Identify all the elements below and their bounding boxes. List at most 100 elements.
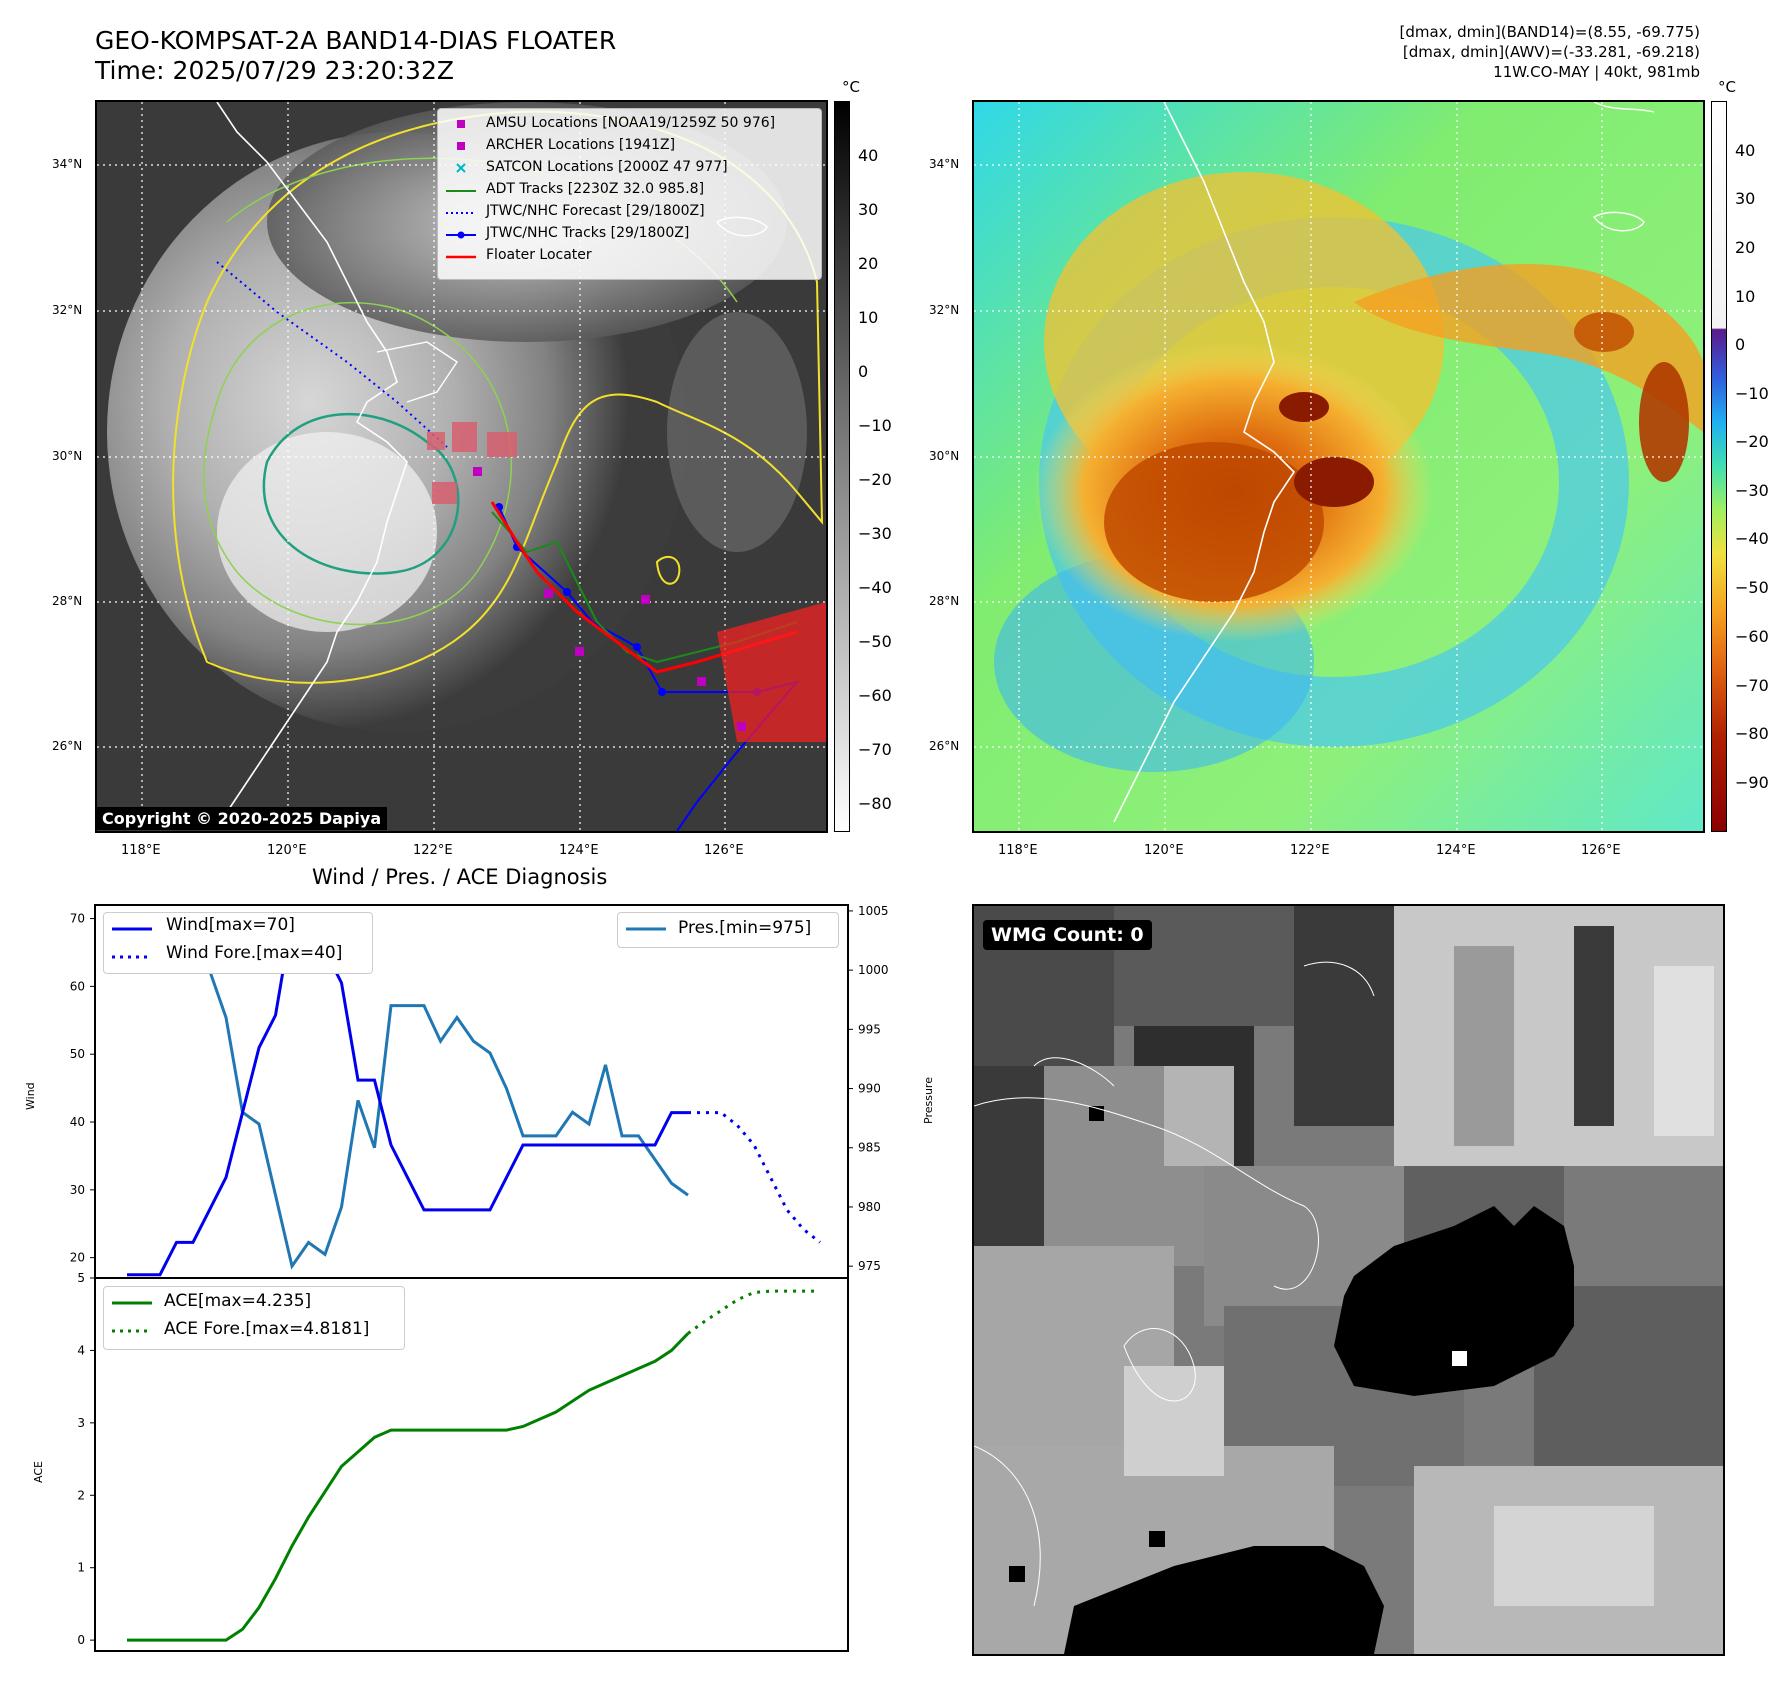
ace-tick-label: 0 xyxy=(77,1633,85,1647)
title-line-1: GEO-KOMPSAT-2A BAND14-DIAS FLOATER xyxy=(95,26,617,55)
ir-colorbar-tick: 20 xyxy=(858,254,879,273)
line-dot-icon xyxy=(446,231,476,239)
pressure-tick-label: 1005 xyxy=(858,904,889,918)
ace-tick-label: 4 xyxy=(77,1343,85,1357)
wind-tick-label: 60 xyxy=(70,979,85,993)
dotted-line-icon xyxy=(446,212,476,214)
line-marker-icon xyxy=(446,255,476,259)
awv-colorbar-unit: °C xyxy=(1718,78,1736,96)
ir-colorbar-tick: 30 xyxy=(858,200,879,219)
ace-tick-label: 2 xyxy=(77,1488,85,1502)
awv-colorbar-tick: 40 xyxy=(1735,141,1756,160)
figure-title: GEO-KOMPSAT-2A BAND14-DIAS FLOATER Time:… xyxy=(95,26,616,86)
awv-satellite-map xyxy=(972,100,1705,833)
title-line-2: Time: 2025/07/29 23:20:32Z xyxy=(95,56,454,85)
ir-lon-label: 124°E xyxy=(559,843,599,858)
ir-colorbar-tick: −50 xyxy=(858,632,892,651)
solid-line-icon xyxy=(112,927,152,931)
legend-entry-forecast: JTWC/NHC Forecast [29/1800Z] xyxy=(446,203,705,223)
legend-label: AMSU Locations [NOAA19/1259Z 50 976] xyxy=(486,115,776,131)
wind-legend: Wind[max=70] Wind Fore.[max=40] xyxy=(103,912,373,974)
ir-satellite-map: AMSU Locations [NOAA19/1259Z 50 976] ARC… xyxy=(95,100,828,833)
legend-label: ARCHER Locations [1941Z] xyxy=(486,137,676,153)
ir-lat-label: 34°N xyxy=(52,157,83,171)
ace-legend: ACE[max=4.235] ACE Fore.[max=4.8181] xyxy=(103,1286,405,1350)
ir-colorbar-tick: −70 xyxy=(858,740,892,759)
awv-colorbar-tick: −90 xyxy=(1735,773,1769,792)
ace-y-axis: 5 4 3 2 1 0 xyxy=(77,1271,95,1647)
dotted-line-icon xyxy=(112,1329,152,1333)
legend-label: JTWC/NHC Forecast [29/1800Z] xyxy=(486,203,705,219)
legend-label: JTWC/NHC Tracks [29/1800Z] xyxy=(486,225,690,241)
line-marker-icon xyxy=(446,190,476,192)
wind-tick-label: 50 xyxy=(70,1047,85,1061)
square-marker-icon xyxy=(457,120,465,128)
ace-line xyxy=(127,1332,690,1642)
awv-lon-label: 124°E xyxy=(1436,843,1476,858)
solid-line-icon xyxy=(626,927,666,931)
legend-entry-amsu: AMSU Locations [NOAA19/1259Z 50 976] xyxy=(446,115,775,135)
awv-lon-label: 126°E xyxy=(1581,843,1621,858)
awv-map-graphic xyxy=(974,102,1703,831)
pressure-tick-label: 995 xyxy=(858,1022,881,1036)
awv-lon-label: 120°E xyxy=(1144,843,1184,858)
awv-colorbar-tick: −10 xyxy=(1735,384,1769,403)
ir-colorbar xyxy=(834,101,850,832)
legend-entry-satcon: SATCON Locations [2000Z 47 977] xyxy=(446,159,728,179)
ir-colorbar-tick: −40 xyxy=(858,578,892,597)
pressure-tick-label: 975 xyxy=(858,1259,881,1273)
legend-entry-adt: ADT Tracks [2230Z 32.0 985.8] xyxy=(446,181,704,201)
wind-tick-label: 40 xyxy=(70,1115,85,1129)
wind-line xyxy=(127,913,688,1277)
legend-label: SATCON Locations [2000Z 47 977] xyxy=(486,159,728,175)
awv-colorbar-tick: −50 xyxy=(1735,578,1769,597)
ir-lat-label: 26°N xyxy=(52,739,83,753)
square-marker-icon xyxy=(457,142,465,150)
pressure-y-axis-label: Pressure xyxy=(922,1077,935,1124)
awv-colorbar-tick: 0 xyxy=(1735,335,1746,354)
x-marker-icon xyxy=(456,163,466,173)
awv-lat-label: 32°N xyxy=(929,303,960,317)
pressure-tick-label: 985 xyxy=(858,1141,881,1155)
info-line-3: 11W.CO-MAY | 40kt, 981mb xyxy=(1493,63,1700,81)
pressure-tick-label: 1000 xyxy=(858,963,889,977)
ir-colorbar-tick: −20 xyxy=(858,470,892,489)
diagnosis-title: Wind / Pres. / ACE Diagnosis xyxy=(312,865,608,889)
ir-map-legend: AMSU Locations [NOAA19/1259Z 50 976] ARC… xyxy=(437,108,822,280)
wind-tick-label: 30 xyxy=(70,1183,85,1197)
awv-colorbar-tick: −70 xyxy=(1735,676,1769,695)
pressure-line xyxy=(127,921,689,1270)
legend-ace-fore-label: ACE Fore.[max=4.8181] xyxy=(164,1319,370,1339)
ir-lon-label: 126°E xyxy=(704,843,744,858)
ir-lon-label: 122°E xyxy=(413,843,453,858)
ir-lat-label: 30°N xyxy=(52,449,83,463)
wind-y-axis: 70 60 50 40 30 20 xyxy=(70,912,95,1265)
ir-colorbar-tick: −30 xyxy=(858,524,892,543)
awv-colorbar-tick: 20 xyxy=(1735,238,1756,257)
legend-ace-label: ACE[max=4.235] xyxy=(164,1291,312,1311)
ir-colorbar-tick: −80 xyxy=(858,794,892,813)
ir-lat-label: 32°N xyxy=(52,303,83,317)
awv-lat-label: 26°N xyxy=(929,739,960,753)
ir-colorbar-unit: °C xyxy=(842,78,860,96)
ir-colorbar-tick: 10 xyxy=(858,308,879,327)
legend-wind-fore-label: Wind Fore.[max=40] xyxy=(166,943,343,963)
awv-lon-label: 118°E xyxy=(998,843,1038,858)
wmg-count-label: WMG Count: 0 xyxy=(983,920,1152,950)
ir-colorbar-tick: 0 xyxy=(858,362,869,381)
pressure-legend: Pres.[min=975] xyxy=(617,912,839,948)
awv-lon-label: 122°E xyxy=(1290,843,1330,858)
wmg-map-graphic xyxy=(974,906,1723,1654)
legend-label: Floater Locater xyxy=(486,247,592,263)
solid-line-icon xyxy=(112,1301,152,1305)
legend-pressure-label: Pres.[min=975] xyxy=(678,918,812,938)
legend-label: ADT Tracks [2230Z 32.0 985.8] xyxy=(486,181,705,197)
wind-y-axis-label: Wind xyxy=(24,1082,37,1110)
copyright-label: Copyright © 2020-2025 Dapiya xyxy=(96,807,388,830)
legend-entry-floater: Floater Locater xyxy=(446,247,592,267)
awv-colorbar-tick: −30 xyxy=(1735,481,1769,500)
awv-colorbar-tick: −40 xyxy=(1735,529,1769,548)
ir-lon-label: 118°E xyxy=(121,843,161,858)
pressure-tick-label: 990 xyxy=(858,1082,881,1096)
wmg-map xyxy=(972,904,1725,1656)
